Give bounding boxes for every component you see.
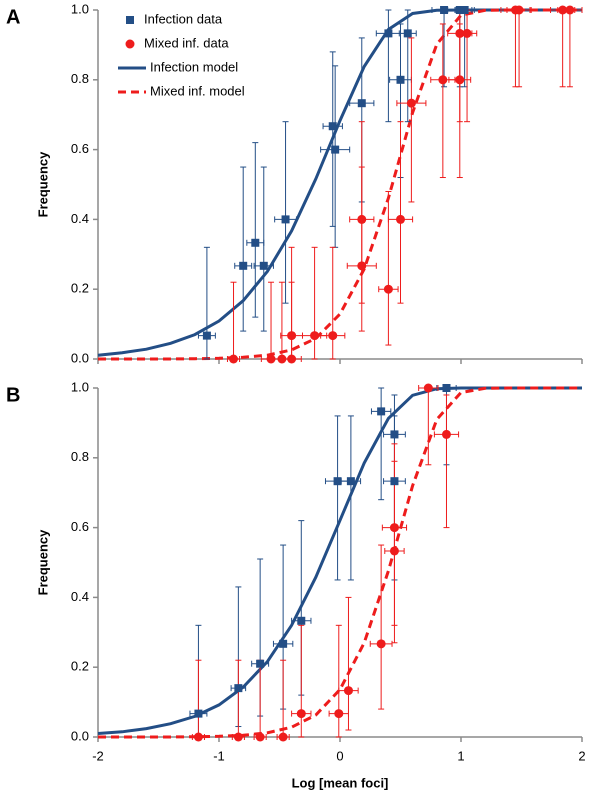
data-point — [239, 261, 248, 270]
panel-label: A — [6, 6, 20, 28]
data-point — [251, 238, 260, 247]
data-point — [259, 261, 268, 270]
data-point — [229, 354, 239, 364]
y-tick-label: 0.6 — [71, 519, 89, 534]
y-axis-title: Frequency — [35, 151, 50, 218]
data-point — [390, 477, 399, 486]
y-tick-label: 0.2 — [71, 659, 89, 674]
x-axis-title: Log [mean foci] — [292, 775, 389, 790]
y-tick-label: 0.8 — [71, 449, 89, 464]
data-point — [281, 215, 290, 224]
data-point — [376, 639, 386, 649]
x-tick-label: 0 — [336, 748, 343, 763]
data-point — [440, 6, 449, 14]
legend-marker — [125, 39, 135, 49]
data-point — [438, 75, 448, 85]
data-point — [310, 331, 320, 341]
data-point — [441, 429, 451, 439]
data-point — [287, 331, 297, 341]
data-point — [455, 6, 464, 14]
data-point — [390, 430, 399, 439]
model-line — [98, 8, 582, 361]
data-point — [403, 29, 412, 38]
data-point — [331, 145, 340, 154]
x-tick-label: 2 — [578, 748, 585, 763]
data-point — [297, 616, 306, 625]
legend-label: Infection model — [150, 59, 238, 74]
y-tick-label: 1.0 — [71, 379, 89, 394]
y-axis-title: Frequency — [35, 529, 50, 596]
data-point — [396, 214, 405, 224]
data-point — [442, 384, 451, 392]
data-point — [455, 75, 465, 85]
legend-label: Mixed inf. data — [144, 35, 229, 50]
data-point — [328, 331, 338, 341]
data-point — [514, 5, 524, 15]
y-tick-label: 0.6 — [71, 141, 89, 156]
data-point — [255, 732, 265, 742]
panel-label: B — [6, 384, 20, 406]
data-point — [233, 732, 243, 742]
data-point — [343, 686, 353, 696]
data-point — [266, 354, 276, 364]
data-point — [346, 477, 355, 486]
data-point — [384, 29, 393, 38]
data-point — [558, 5, 568, 15]
data-point — [460, 6, 469, 14]
data-point — [357, 214, 367, 224]
data-point — [234, 684, 243, 693]
model-line — [98, 386, 582, 739]
data-point — [296, 709, 306, 719]
data-point — [565, 5, 575, 15]
x-tick-label: -1 — [213, 748, 225, 763]
data-point — [202, 331, 211, 340]
data-point — [357, 99, 366, 108]
data-point — [406, 98, 416, 108]
data-point — [383, 284, 393, 294]
data-point — [455, 28, 465, 38]
y-tick-label: 0.8 — [71, 71, 89, 86]
data-point — [193, 732, 203, 742]
y-tick-label: 0.4 — [71, 211, 89, 226]
data-point — [278, 732, 288, 742]
legend-label: Mixed inf. model — [150, 83, 245, 98]
x-tick-label: -2 — [92, 748, 104, 763]
y-tick-label: 1.0 — [71, 1, 89, 16]
data-point — [279, 639, 288, 648]
data-point — [334, 709, 344, 719]
data-point — [396, 75, 405, 84]
data-point — [462, 28, 472, 38]
data-point — [256, 659, 265, 668]
legend-label: Infection data — [144, 11, 223, 26]
data-point — [287, 354, 297, 364]
model-line — [97, 386, 582, 735]
data-point — [277, 354, 287, 364]
data-point — [194, 709, 203, 718]
data-point — [357, 261, 367, 271]
y-tick-label: 0.2 — [71, 281, 89, 296]
data-point — [328, 122, 337, 131]
legend-marker — [126, 16, 134, 24]
y-tick-label: 0.0 — [71, 728, 89, 743]
data-point — [389, 546, 399, 556]
data-point — [423, 383, 433, 393]
y-tick-label: 0.4 — [71, 589, 89, 604]
x-tick-label: 1 — [457, 748, 464, 763]
data-point — [377, 407, 386, 416]
data-point — [389, 523, 399, 533]
data-point — [333, 477, 342, 486]
y-tick-label: 0.0 — [71, 350, 89, 365]
